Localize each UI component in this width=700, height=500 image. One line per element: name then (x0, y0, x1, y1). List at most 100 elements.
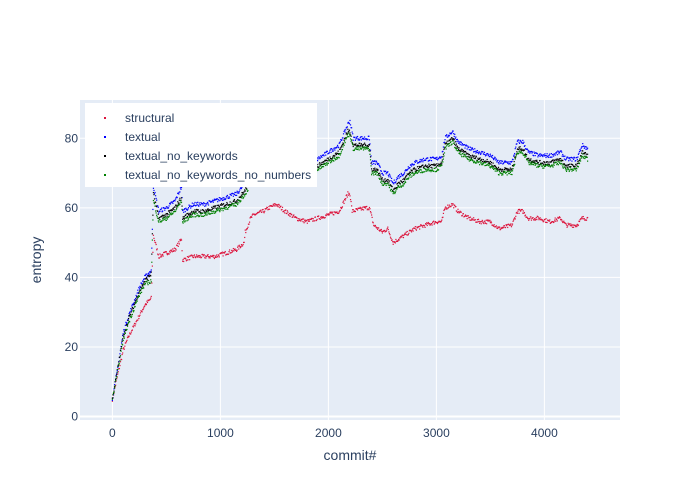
data-point (544, 165, 547, 167)
data-point (224, 198, 226, 201)
data-point (116, 370, 118, 372)
data-point (203, 209, 205, 212)
data-point (328, 213, 331, 215)
data-point (164, 216, 166, 218)
legend[interactable]: structuraltextualtextual_no_keywordstext… (85, 103, 317, 187)
data-point (420, 166, 422, 168)
data-point (150, 295, 152, 298)
data-point (205, 257, 207, 259)
data-point (568, 164, 570, 166)
data-point (576, 158, 578, 161)
data-point (455, 143, 457, 145)
data-point (336, 152, 339, 155)
data-point (452, 130, 454, 132)
data-point (198, 215, 200, 218)
data-point (472, 160, 474, 162)
data-point (313, 220, 315, 222)
y-tick-label: 40 (65, 270, 79, 284)
data-point (245, 231, 247, 234)
data-point (581, 217, 583, 219)
data-point (253, 213, 256, 215)
data-point (542, 221, 544, 223)
data-point (424, 168, 426, 170)
data-point (474, 161, 476, 163)
data-point (187, 256, 190, 258)
data-point (554, 159, 556, 161)
data-point (304, 221, 306, 223)
data-point (460, 141, 462, 143)
data-point (374, 160, 376, 162)
data-point (417, 167, 420, 170)
data-point (343, 144, 345, 147)
data-point (581, 157, 583, 159)
data-point (388, 173, 391, 175)
data-point (578, 162, 581, 165)
x-tick-label: 1000 (207, 426, 234, 440)
data-point (171, 212, 173, 214)
data-point (443, 148, 445, 150)
data-point (122, 344, 124, 346)
data-point (185, 214, 187, 216)
data-point (341, 206, 344, 208)
data-point (361, 137, 364, 140)
data-point (353, 144, 355, 146)
data-point (415, 171, 418, 173)
data-point (326, 213, 328, 215)
data-point (196, 209, 198, 211)
data-point (157, 254, 159, 256)
data-point (223, 206, 225, 208)
data-point (499, 160, 501, 162)
data-point (557, 164, 560, 166)
data-point (556, 159, 558, 161)
data-point (468, 146, 470, 148)
data-point (421, 172, 423, 174)
data-point (211, 212, 213, 215)
data-point (528, 157, 530, 159)
data-point (319, 168, 321, 170)
data-point (372, 172, 374, 174)
data-point (515, 154, 517, 156)
data-point (119, 349, 122, 351)
data-point (216, 198, 218, 201)
data-point (234, 205, 237, 207)
data-point (196, 202, 198, 204)
data-point (434, 157, 436, 160)
data-point (546, 153, 548, 155)
data-point (120, 345, 123, 348)
data-point (230, 251, 232, 254)
data-point (498, 227, 500, 229)
data-point (366, 209, 368, 211)
data-point (521, 148, 523, 150)
data-point (354, 148, 356, 150)
data-point (237, 203, 239, 206)
data-point (380, 170, 382, 172)
data-point (157, 205, 159, 207)
data-point (232, 203, 234, 205)
data-point (285, 209, 287, 211)
data-point (372, 160, 374, 162)
data-point (422, 226, 424, 228)
data-point (412, 173, 414, 175)
data-point (540, 162, 542, 164)
data-point (489, 166, 491, 168)
data-point (330, 211, 332, 213)
data-point (406, 175, 408, 177)
data-point (453, 207, 455, 209)
data-point (504, 167, 506, 169)
data-point (500, 169, 502, 171)
data-point (572, 169, 575, 171)
data-point (474, 157, 476, 160)
data-point (329, 148, 332, 150)
data-point (345, 198, 347, 200)
data-point (268, 205, 270, 208)
data-point (341, 145, 343, 147)
data-point (565, 223, 567, 225)
data-point (361, 208, 364, 211)
data-point (461, 144, 463, 146)
data-point (367, 147, 369, 149)
data-point (422, 171, 425, 173)
data-point (228, 196, 230, 198)
data-point (132, 310, 134, 312)
data-point (513, 154, 515, 156)
data-point (186, 220, 188, 222)
